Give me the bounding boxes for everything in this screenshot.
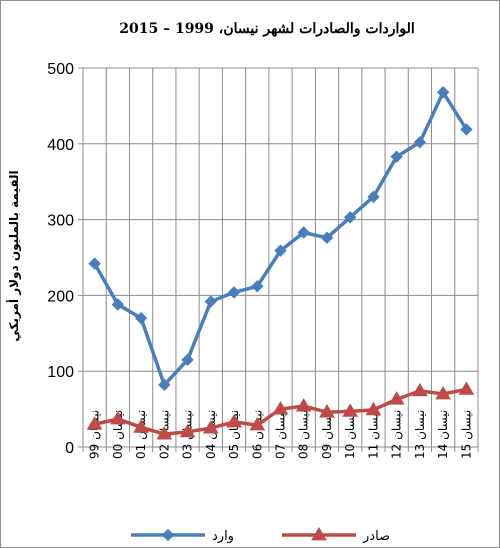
x-tick-label: نيسان 04	[204, 410, 218, 459]
data-point	[88, 257, 101, 270]
series-2	[86, 381, 475, 440]
data-point	[86, 416, 103, 430]
data-point	[249, 417, 266, 431]
data-point	[109, 410, 126, 425]
data-point	[320, 231, 334, 244]
x-tick-label: نيسان 08	[297, 410, 311, 459]
y-tick-label: 0	[65, 440, 74, 457]
data-point	[295, 398, 312, 412]
data-point	[297, 226, 310, 239]
x-tick-label: نيسان 15	[459, 410, 473, 459]
x-tick-label: نيسان 10	[343, 410, 357, 459]
data-point	[390, 150, 403, 163]
x-tick-label: نيسان 11	[366, 410, 380, 459]
data-point	[202, 420, 219, 434]
data-point	[342, 403, 359, 417]
x-tick-label: نيسان 01	[134, 410, 148, 459]
legend-marker	[311, 527, 327, 541]
legend-label: وارد	[212, 529, 234, 544]
data-point	[367, 190, 380, 204]
series	[86, 86, 475, 440]
data-point	[181, 353, 194, 367]
data-point	[460, 123, 473, 136]
data-point	[251, 280, 264, 293]
series-1	[88, 86, 473, 392]
legend: وارد صادر	[131, 527, 390, 544]
legend-entry-1: وارد	[131, 528, 234, 544]
data-point	[156, 426, 173, 440]
data-point	[319, 404, 335, 418]
data-point	[413, 136, 427, 149]
data-point	[133, 419, 149, 433]
x-tick-label: نيسان 09	[320, 410, 334, 459]
series-line	[93, 90, 468, 387]
data-point	[388, 391, 405, 405]
y-tick-label: 100	[47, 364, 74, 381]
data-point	[179, 423, 196, 438]
y-axis-label: القيمة بالمليون دولار أمريكي	[6, 170, 22, 341]
data-point	[111, 298, 125, 311]
data-point	[343, 211, 357, 224]
x-tick-label: نيسان 12	[390, 410, 404, 459]
legend-label: صادر	[362, 529, 390, 544]
y-tick-label: 500	[47, 61, 74, 78]
y-tick-label: 200	[47, 288, 74, 305]
data-point	[134, 311, 148, 325]
chart-title: الواردات والصادرات لشهر نيسان، 1999 – 20…	[119, 21, 415, 37]
y-tick-label: 400	[47, 137, 74, 154]
x-tick-label: نيسان 13	[413, 410, 427, 459]
x-tick-label: نيسان 14	[436, 410, 450, 459]
data-point	[458, 381, 475, 395]
data-point	[365, 401, 382, 416]
data-point	[226, 413, 242, 428]
data-point	[435, 385, 452, 400]
axes	[78, 67, 479, 452]
data-point	[204, 295, 218, 308]
data-point	[272, 401, 289, 415]
y-tick-label: 300	[47, 213, 74, 230]
data-point	[412, 382, 428, 397]
data-point	[274, 244, 287, 257]
data-point	[227, 286, 241, 299]
x-tick-label: نيسان 07	[274, 410, 288, 459]
data-point	[158, 378, 171, 392]
legend-entry-2: صادر	[282, 527, 390, 544]
data-point	[436, 86, 450, 99]
legend-marker	[161, 528, 175, 542]
